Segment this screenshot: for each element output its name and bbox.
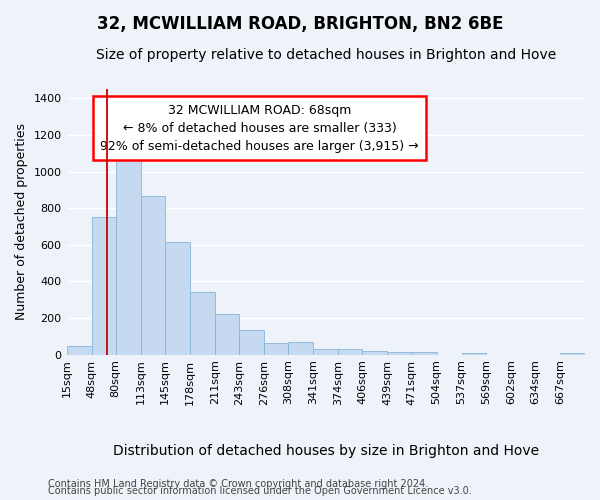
Y-axis label: Number of detached properties: Number of detached properties [15, 124, 28, 320]
Bar [362, 351, 388, 355]
Bar [313, 350, 338, 355]
Bar [239, 330, 264, 355]
Bar [190, 292, 215, 355]
Bar [560, 352, 585, 355]
Title: Size of property relative to detached houses in Brighton and Hove: Size of property relative to detached ho… [95, 48, 556, 62]
Bar [165, 242, 190, 355]
Bar [67, 346, 92, 355]
Bar [412, 352, 437, 355]
Text: Contains HM Land Registry data © Crown copyright and database right 2024.: Contains HM Land Registry data © Crown c… [48, 479, 428, 489]
Bar [338, 350, 362, 355]
X-axis label: Distribution of detached houses by size in Brighton and Hove: Distribution of detached houses by size … [113, 444, 539, 458]
Bar [264, 343, 289, 355]
Text: Contains public sector information licensed under the Open Government Licence v3: Contains public sector information licen… [48, 486, 472, 496]
Text: 32, MCWILLIAM ROAD, BRIGHTON, BN2 6BE: 32, MCWILLIAM ROAD, BRIGHTON, BN2 6BE [97, 15, 503, 33]
Bar [141, 196, 165, 355]
Bar [116, 153, 141, 355]
Bar [461, 352, 486, 355]
Bar [215, 314, 239, 355]
Bar [388, 352, 412, 355]
Bar [289, 342, 313, 355]
Text: 32 MCWILLIAM ROAD: 68sqm
← 8% of detached houses are smaller (333)
92% of semi-d: 32 MCWILLIAM ROAD: 68sqm ← 8% of detache… [100, 104, 419, 152]
Bar [92, 218, 116, 355]
